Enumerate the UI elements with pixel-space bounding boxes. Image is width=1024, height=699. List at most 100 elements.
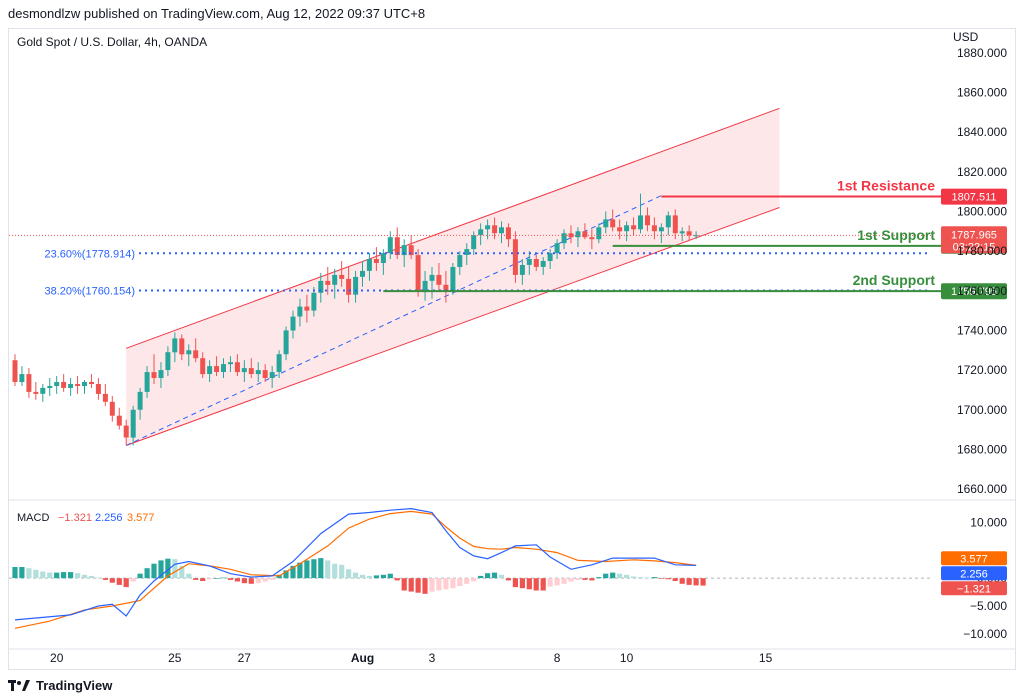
channel-lower-line <box>126 207 780 446</box>
current-price-tag <box>941 226 1007 254</box>
candle-body <box>311 292 317 311</box>
candle-body <box>325 280 331 285</box>
macd-histogram-bar <box>283 570 289 579</box>
price-tick-label: 1680.000 <box>957 442 1007 456</box>
histogram-value: 3.577 <box>127 512 155 524</box>
candle-body <box>26 374 32 392</box>
candle <box>221 358 226 379</box>
macd-title: MACD <box>17 512 49 524</box>
candle-body <box>304 306 310 311</box>
candle <box>638 193 643 234</box>
candle-body <box>276 354 282 372</box>
macd-histogram-bar <box>679 578 685 584</box>
candle-body <box>533 259 539 267</box>
candle-body <box>262 370 268 378</box>
macd-histogram-bar <box>582 578 588 580</box>
chart-frame[interactable]: 23.60%(1778.914) 38.20%(1760.154) 1st Resi… <box>8 28 1016 670</box>
candle <box>116 407 122 430</box>
candle <box>276 350 282 379</box>
candle <box>373 247 379 271</box>
time-tick-label: 27 <box>238 651 252 665</box>
candle-body <box>290 316 296 331</box>
candle-body <box>61 382 67 388</box>
candle-body <box>255 370 261 375</box>
macd-histogram-bar <box>498 574 505 579</box>
candle-body <box>366 259 372 271</box>
candle-body <box>617 227 623 232</box>
candle-body <box>457 255 463 267</box>
macd-histogram-bar <box>603 573 609 579</box>
candle <box>47 378 53 396</box>
macd-histogram-bar <box>47 572 53 579</box>
candle-body <box>269 372 275 378</box>
candle <box>40 383 46 402</box>
macd-histogram-bar <box>700 578 706 586</box>
candle <box>540 257 546 275</box>
candle-body <box>582 231 588 238</box>
macd-tick-label: −10.000 <box>963 627 1007 641</box>
time-tick-label: 15 <box>759 651 773 665</box>
macd-line <box>14 507 697 621</box>
chart-svg[interactable]: 23.60%(1778.914) 38.20%(1760.154) 1st Resi… <box>9 29 1015 669</box>
macd-histogram-bar <box>186 573 192 579</box>
macd-histogram-bar <box>387 573 393 579</box>
candle <box>464 243 470 265</box>
candle-body <box>144 372 150 392</box>
macd-histogram-bar <box>568 578 574 582</box>
candle-body <box>172 338 178 353</box>
macd-histogram-bar <box>617 573 623 579</box>
candle <box>672 209 678 240</box>
candle-body <box>353 276 359 295</box>
macd-histogram-bar <box>631 576 637 579</box>
candle <box>603 211 609 234</box>
macd-histogram-bar <box>644 577 651 579</box>
candle-body <box>387 237 393 254</box>
candle-body <box>116 415 122 426</box>
candle-body <box>137 391 143 410</box>
candle-body <box>519 265 525 275</box>
macd-histogram-bar <box>624 574 630 579</box>
candle <box>165 346 171 377</box>
macd-histogram-bar <box>88 575 95 579</box>
candle-body <box>561 233 567 244</box>
level-name: 2nd Support <box>853 272 936 288</box>
candle-body <box>33 391 39 394</box>
price-tick-label: 1780.000 <box>957 244 1007 258</box>
candle-body <box>658 227 664 232</box>
candle-body <box>436 274 442 285</box>
candle <box>33 381 39 400</box>
macd-histogram-bar <box>471 578 477 582</box>
price-tick-label: 1720.000 <box>957 363 1007 377</box>
candle <box>172 332 178 363</box>
candle <box>290 310 296 339</box>
candle-body <box>47 386 53 388</box>
macd-histogram-bar <box>547 578 553 587</box>
candle <box>19 366 25 386</box>
candle <box>12 354 18 386</box>
macd-histogram-bar <box>200 578 206 581</box>
macd-histogram-bar <box>505 578 511 581</box>
macd-histogram-bar <box>443 578 449 590</box>
macd-histogram-bar <box>359 574 366 579</box>
macd-histogram-bar <box>408 578 414 592</box>
candle-body <box>631 225 637 230</box>
candle-body <box>478 229 484 236</box>
macd-histogram-bar <box>512 578 518 588</box>
macd-histogram-bar <box>318 558 324 579</box>
time-tick-label: 20 <box>50 651 64 665</box>
candle <box>596 223 602 244</box>
candle <box>519 259 525 285</box>
candle-body <box>89 382 94 384</box>
candle <box>394 227 400 260</box>
price-tick-label: 1660.000 <box>957 482 1007 496</box>
candle <box>248 358 254 379</box>
candle <box>75 376 81 394</box>
macd-histogram-bar <box>165 558 171 579</box>
macd-histogram-bar <box>450 578 456 589</box>
level-name: 1st Support <box>857 227 935 243</box>
macd-histogram-bar <box>429 578 435 592</box>
candle <box>311 286 317 317</box>
candle <box>82 380 87 394</box>
macd-histogram-bar <box>561 578 567 584</box>
candle-body <box>109 401 115 416</box>
